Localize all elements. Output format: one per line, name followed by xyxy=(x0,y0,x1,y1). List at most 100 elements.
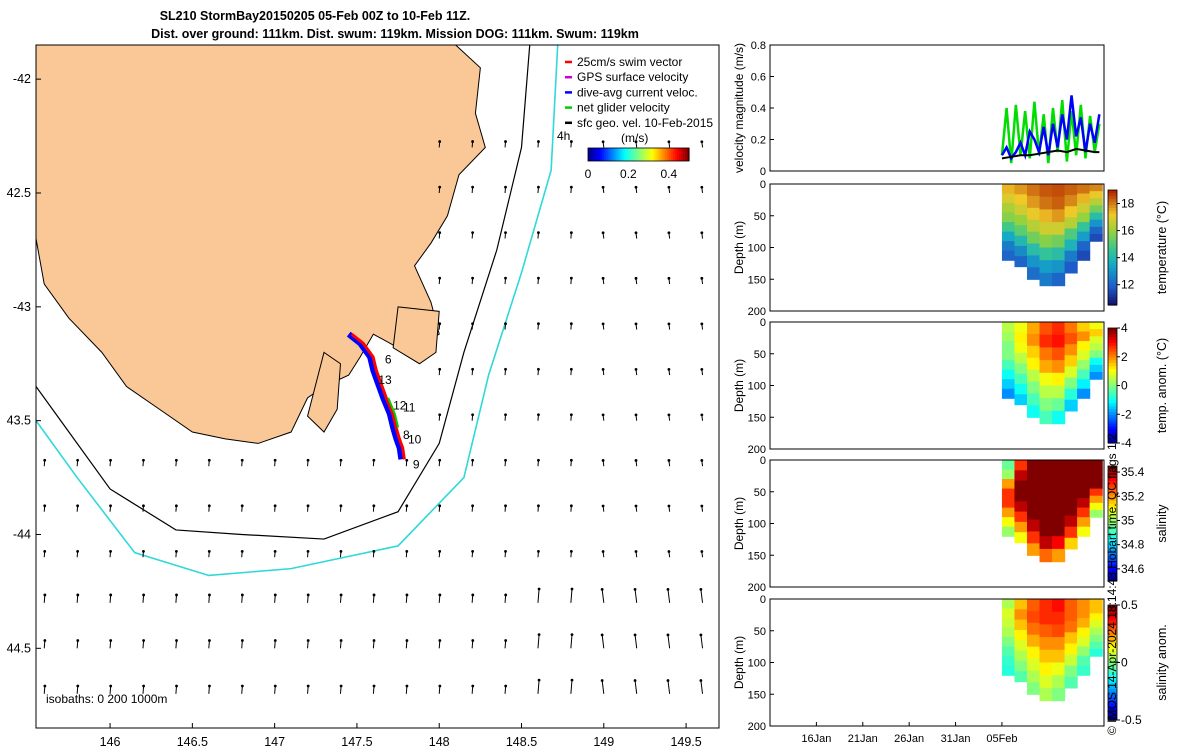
profile-cell xyxy=(1090,365,1103,373)
vector-head xyxy=(43,685,46,688)
map-y-tick-label: 43.5 xyxy=(7,414,31,428)
vector-head xyxy=(700,186,703,189)
profile-cell xyxy=(1002,489,1015,499)
profile-cell xyxy=(1052,688,1065,701)
profile-cell xyxy=(1014,512,1027,523)
profile-cell xyxy=(1014,501,1027,512)
current-vector xyxy=(668,589,670,602)
profile-cell xyxy=(1027,659,1040,672)
velocity-y-axis-label: velocity magnitude (m/s) xyxy=(732,43,746,173)
profile-y-tick-label: 50 xyxy=(754,349,766,361)
vector-head xyxy=(340,639,343,642)
vector-head xyxy=(700,322,703,325)
vector-head xyxy=(571,588,574,591)
profile-cell xyxy=(1065,251,1078,263)
current-vector xyxy=(701,680,703,693)
vector-head xyxy=(504,231,507,234)
profile-cell xyxy=(1052,511,1065,524)
profile-cell xyxy=(1040,222,1053,235)
vector-head xyxy=(668,459,671,462)
vector-head xyxy=(438,459,441,462)
current-vector xyxy=(571,589,572,603)
colorbar-tick-label: 0.2 xyxy=(620,167,637,181)
vector-head xyxy=(699,679,702,682)
profile-cell xyxy=(1014,481,1027,492)
profile-cell xyxy=(1027,531,1040,544)
profile-y-axis-label: Depth (m) xyxy=(732,221,746,274)
profile-cell xyxy=(1040,524,1053,537)
profile-cell xyxy=(1065,366,1078,378)
track-day-label: 6 xyxy=(385,353,392,367)
vector-head xyxy=(668,550,671,553)
profile-cell xyxy=(1002,322,1015,332)
profile-cell xyxy=(1090,474,1103,482)
vector-head xyxy=(700,231,703,234)
vector-head xyxy=(634,679,637,682)
profile-cell xyxy=(1027,496,1040,509)
profile-cell xyxy=(1065,610,1078,622)
profile-cell xyxy=(1002,360,1015,370)
vector-head xyxy=(602,322,605,325)
track-day-label: 9 xyxy=(413,457,420,471)
profile-cell xyxy=(1002,609,1015,619)
profile-cell xyxy=(1052,322,1065,335)
profile-cell xyxy=(1027,184,1040,197)
vector-head xyxy=(241,685,244,688)
vector-head xyxy=(668,231,671,234)
profile-cell xyxy=(1040,209,1053,222)
vector-head xyxy=(109,504,112,507)
vector-head xyxy=(43,594,46,597)
profile-cell xyxy=(1052,335,1065,348)
profile-cell xyxy=(1052,373,1065,386)
profile-cell xyxy=(1014,384,1027,395)
profile-colorbar-tick-label: 34.6 xyxy=(1121,562,1145,576)
profile-cell xyxy=(1040,675,1053,688)
profile-cell xyxy=(1090,489,1103,497)
vector-head xyxy=(668,368,671,371)
profile-cell xyxy=(1014,246,1027,257)
profile-cell xyxy=(1040,599,1053,612)
profile-cell xyxy=(1090,606,1103,614)
map-y-tick-label: -43 xyxy=(13,300,31,314)
profile-y-axis-label: Depth (m) xyxy=(732,636,746,689)
profile-cell xyxy=(1002,389,1015,399)
map-y-tick-label: -44 xyxy=(13,527,31,541)
profile-cell xyxy=(1052,273,1065,286)
profile-cell xyxy=(1077,203,1090,213)
profile-y-tick-label: 100 xyxy=(748,381,766,393)
profile-cell xyxy=(1077,628,1090,638)
colorbar-label: (m/s) xyxy=(621,131,648,145)
vector-head xyxy=(175,459,178,462)
profile-cell xyxy=(1027,208,1040,221)
profile-cell xyxy=(1077,656,1090,666)
profile-cell xyxy=(1077,460,1090,470)
time-x-tick-label: 21Jan xyxy=(848,733,878,745)
vector-head xyxy=(504,186,507,189)
profile-cell xyxy=(1090,510,1103,518)
vector-head xyxy=(602,231,605,234)
profile-cell xyxy=(1052,549,1065,562)
vector-head xyxy=(76,594,79,597)
vector-head xyxy=(570,322,573,325)
vector-head xyxy=(699,588,702,591)
profile-cell xyxy=(1014,374,1027,385)
vector-head xyxy=(406,685,409,688)
map-panel: 61312118109isobaths: 0 200 1000m25cm/s s… xyxy=(7,45,719,749)
vector-head xyxy=(699,634,702,637)
vector-head xyxy=(537,186,540,189)
profile-cell xyxy=(1065,378,1078,390)
vector-head xyxy=(373,639,376,642)
vector-head xyxy=(175,639,178,642)
vector-head xyxy=(274,504,277,507)
vector-head xyxy=(635,231,638,234)
profile-cell xyxy=(1002,527,1015,537)
profile-cell xyxy=(1027,670,1040,683)
profile-cell xyxy=(1065,538,1078,550)
vector-head xyxy=(700,414,703,417)
profile-cell xyxy=(1077,479,1090,489)
profile-cell xyxy=(1077,379,1090,389)
profile-cell xyxy=(1014,620,1027,631)
vector-head xyxy=(504,140,507,143)
vector-head xyxy=(142,594,145,597)
profile-colorbar-tick-label: -2 xyxy=(1121,407,1132,421)
